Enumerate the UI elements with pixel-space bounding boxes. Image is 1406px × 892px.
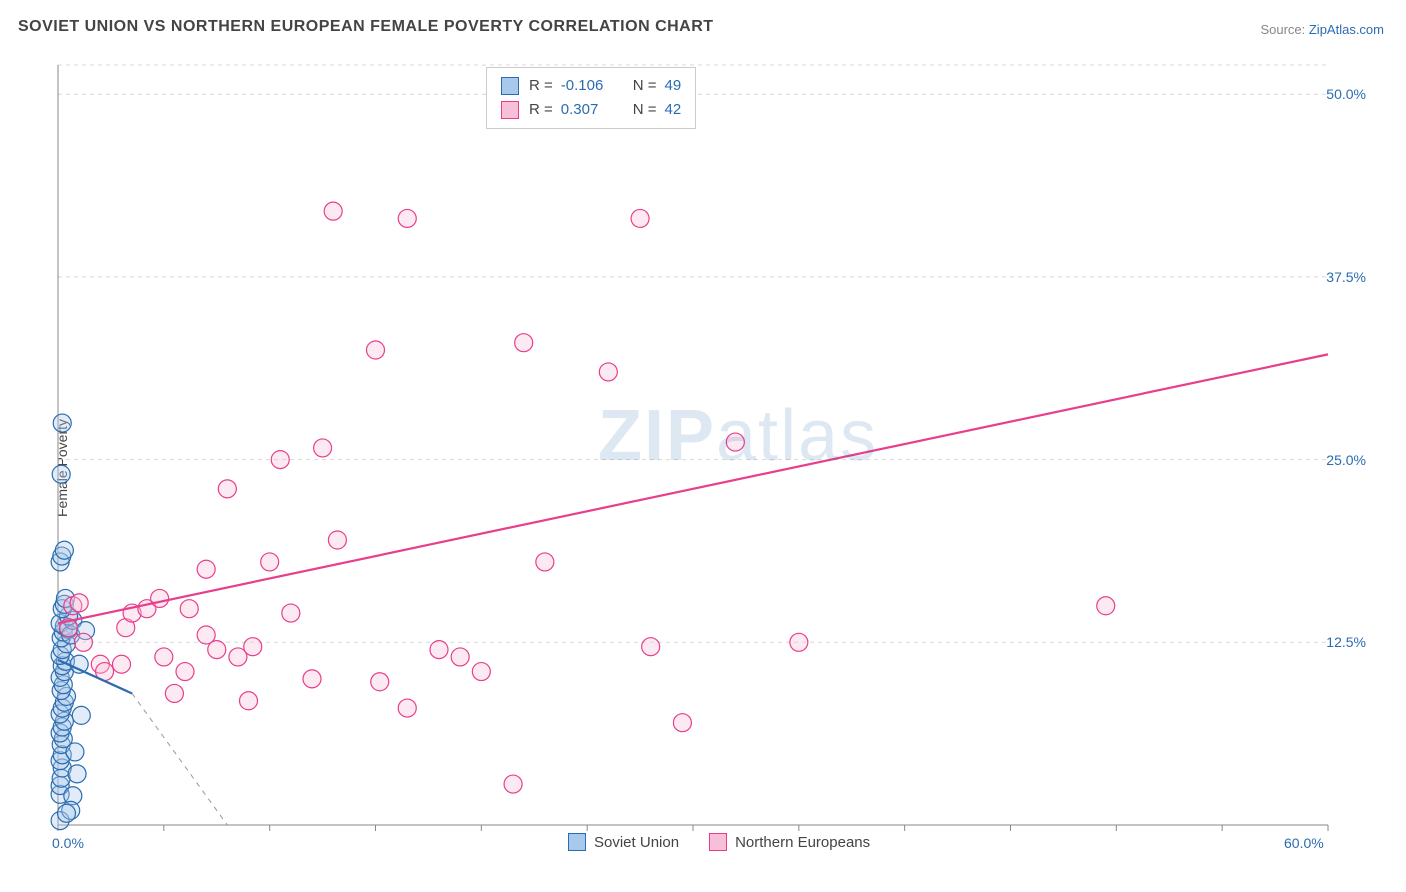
chart-container: Female Poverty ZIPatlas R = -0.106N = 49…: [48, 55, 1378, 865]
x-origin-label: 0.0%: [52, 835, 84, 851]
stats-row: R = -0.106 N = 49: [501, 74, 681, 98]
x-max-label: 60.0%: [1284, 835, 1324, 851]
stats-legend-box: R = -0.106 N = 49 R = 0.307 N = 42: [486, 67, 696, 129]
source-prefix: Source:: [1260, 22, 1308, 37]
legend-label: Soviet Union: [594, 834, 679, 851]
legend-swatch: [568, 833, 586, 851]
legend-item: Northern Europeans: [709, 833, 870, 851]
source-attribution: Source: ZipAtlas.com: [1260, 22, 1384, 37]
stat-r-value: 0.307: [561, 98, 615, 122]
stat-n-value: 49: [665, 74, 682, 98]
stat-r-label: R =: [529, 74, 553, 98]
stat-n-value: 42: [665, 98, 682, 122]
y-tick-label: 50.0%: [1326, 86, 1366, 102]
legend-label: Northern Europeans: [735, 834, 870, 851]
stat-r-label: R =: [529, 98, 553, 122]
stat-r-value: -0.106: [561, 74, 615, 98]
legend-swatch: [709, 833, 727, 851]
stat-n-label: N =: [633, 74, 657, 98]
stat-n-label: N =: [633, 98, 657, 122]
y-tick-label: 25.0%: [1326, 452, 1366, 468]
y-tick-label: 12.5%: [1326, 634, 1366, 650]
chart-title: SOVIET UNION VS NORTHERN EUROPEAN FEMALE…: [18, 18, 714, 36]
scatter-chart: [48, 55, 1378, 865]
stats-row: R = 0.307 N = 42: [501, 98, 681, 122]
source-link[interactable]: ZipAtlas.com: [1309, 22, 1384, 37]
legend-item: Soviet Union: [568, 833, 679, 851]
y-tick-label: 37.5%: [1326, 269, 1366, 285]
legend-swatch: [501, 77, 519, 95]
bottom-legend: Soviet Union Northern Europeans: [568, 833, 870, 851]
legend-swatch: [501, 101, 519, 119]
